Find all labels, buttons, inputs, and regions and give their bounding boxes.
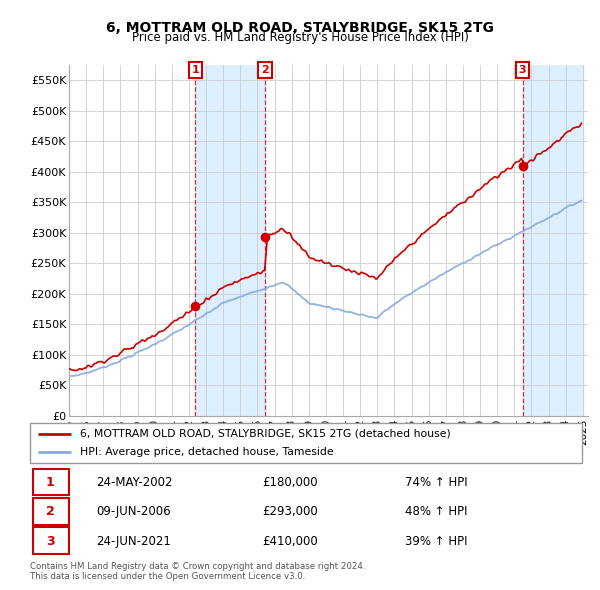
Text: 6, MOTTRAM OLD ROAD, STALYBRIDGE, SK15 2TG (detached house): 6, MOTTRAM OLD ROAD, STALYBRIDGE, SK15 2… xyxy=(80,429,451,439)
Text: 1: 1 xyxy=(191,65,199,75)
Text: £180,000: £180,000 xyxy=(262,476,317,489)
Text: 74% ↑ HPI: 74% ↑ HPI xyxy=(406,476,468,489)
Text: HPI: Average price, detached house, Tameside: HPI: Average price, detached house, Tame… xyxy=(80,447,334,457)
FancyBboxPatch shape xyxy=(33,527,68,554)
FancyBboxPatch shape xyxy=(33,469,68,496)
Text: 6, MOTTRAM OLD ROAD, STALYBRIDGE, SK15 2TG: 6, MOTTRAM OLD ROAD, STALYBRIDGE, SK15 2… xyxy=(106,21,494,35)
Text: 24-JUN-2021: 24-JUN-2021 xyxy=(96,535,171,548)
FancyBboxPatch shape xyxy=(33,498,68,525)
Text: Contains HM Land Registry data © Crown copyright and database right 2024.
This d: Contains HM Land Registry data © Crown c… xyxy=(30,562,365,581)
Text: £410,000: £410,000 xyxy=(262,535,317,548)
Text: 39% ↑ HPI: 39% ↑ HPI xyxy=(406,535,468,548)
Text: 1: 1 xyxy=(46,476,55,489)
Bar xyxy=(523,65,583,416)
Text: £293,000: £293,000 xyxy=(262,505,317,519)
Text: 48% ↑ HPI: 48% ↑ HPI xyxy=(406,505,468,519)
Bar xyxy=(196,65,265,416)
Text: 09-JUN-2006: 09-JUN-2006 xyxy=(96,505,171,519)
Text: 3: 3 xyxy=(46,535,55,548)
Text: 24-MAY-2002: 24-MAY-2002 xyxy=(96,476,173,489)
Text: 2: 2 xyxy=(261,65,269,75)
FancyBboxPatch shape xyxy=(30,423,582,463)
Text: 3: 3 xyxy=(519,65,526,75)
Text: Price paid vs. HM Land Registry's House Price Index (HPI): Price paid vs. HM Land Registry's House … xyxy=(131,31,469,44)
Text: 2: 2 xyxy=(46,505,55,519)
